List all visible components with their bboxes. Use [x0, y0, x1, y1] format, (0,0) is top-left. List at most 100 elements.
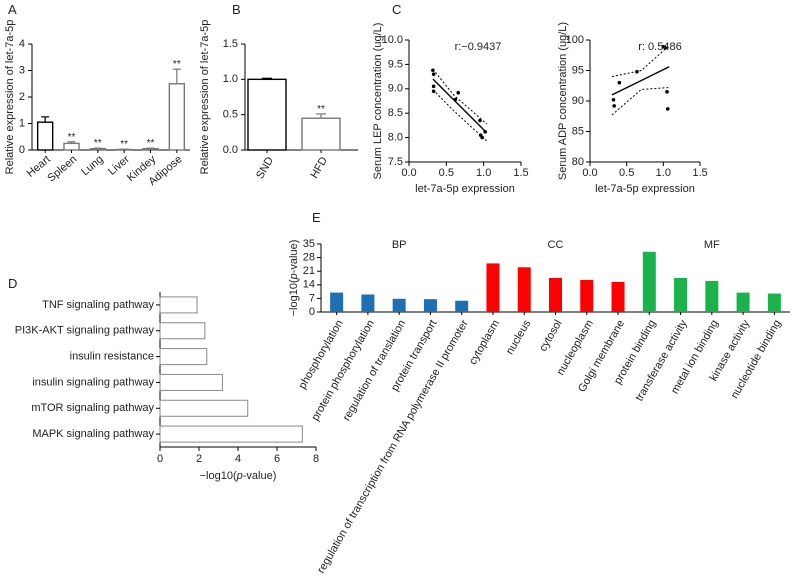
- panel-c-lep-ci-lower-line: [432, 89, 488, 142]
- panel-e-x-tick-label: regulation of transcription from RNA pol…: [315, 318, 471, 576]
- panel-e-bar: [580, 279, 594, 312]
- panel-letter-e: E: [312, 210, 321, 225]
- panel-c-adp-data-point: [612, 104, 616, 108]
- panel-e-y-tick-label: 21: [303, 265, 315, 277]
- panel-c-adp-y-tick-label: 100: [566, 34, 584, 46]
- panel-e-y-label: −log10(p-value): [288, 240, 300, 317]
- panel-a-y-tick-label: 3: [19, 64, 25, 76]
- panel-d-bar: [159, 425, 303, 443]
- panel-b-bar: [301, 117, 341, 151]
- panel-a-y-tick-label: 2: [19, 91, 25, 103]
- panel-e-bar: [705, 280, 719, 312]
- panel-c-lep-x-tick-label: 1.0: [476, 167, 491, 179]
- panel-c-lep-data-point: [478, 118, 482, 123]
- panel-c-adp-ci-upper-line: [611, 45, 670, 78]
- panel-a-bar: [36, 121, 54, 151]
- panel-c-adp-data-point: [665, 90, 669, 94]
- panel-a-y-label: Relative expression of let-7a-5p: [4, 20, 16, 175]
- panel-c-adp-y-tick-label: 90: [572, 95, 584, 107]
- panel-c-lep-data-point: [431, 68, 435, 73]
- panel-e-y-tick-label: 0: [309, 306, 315, 318]
- panel-b-bar: [247, 78, 287, 151]
- panel-d-y-tick-label: PI3K-AKT signaling pathway: [15, 325, 155, 337]
- panel-c-adp-x-tick-label: 1.5: [692, 167, 707, 179]
- panel-e-y-tick-label: 35: [303, 238, 315, 250]
- panel-c-lep-x-tick-label: 0.5: [439, 167, 454, 179]
- panel-c-lep-y-tick-label: 9.0: [388, 83, 403, 95]
- panel-c-lep-data-point: [456, 90, 461, 95]
- panel-c-adp-correlation-label: r: 0.5486: [638, 41, 681, 53]
- panel-d-y-tick-label: MAPK signaling pathway: [32, 428, 154, 440]
- panel-e-bar: [517, 267, 531, 312]
- panel-e-bar: [549, 278, 562, 312]
- panel-c-adp-data-point: [663, 46, 668, 50]
- panel-e-group-label-mf: MF: [704, 239, 720, 251]
- panel-c-adp-y-tick-label: 80: [572, 156, 584, 168]
- panel-letter-c: C: [392, 2, 401, 17]
- panel-b-significance-label: **: [317, 104, 325, 115]
- panel-c-lep-data-point: [431, 72, 436, 76]
- panel-letter-d: D: [8, 276, 17, 291]
- panel-d-x-tick-label: 0: [157, 453, 163, 465]
- panel-a-significance-label: **: [94, 138, 102, 149]
- panel-e-bar: [767, 293, 781, 312]
- panel-e-y-tick-label: 7: [309, 292, 315, 304]
- panel-a-y-tick-label: 0: [19, 144, 25, 156]
- panel-e-bar: [455, 300, 469, 312]
- panel-e-bar: [330, 292, 344, 312]
- panel-d-y-tick-label: mTOR signaling pathway: [31, 402, 154, 414]
- panel-c-adp-data-point: [635, 69, 639, 74]
- panel-c-adp-x-tick-label: 0.5: [619, 167, 634, 179]
- panel-c-lep-data-point: [453, 97, 458, 102]
- panel-d-y-tick-label: insulin resistance: [70, 350, 154, 362]
- panel-c-lep-data-point: [431, 89, 436, 94]
- panel-c-adp-x-tick-label: 1.0: [656, 167, 671, 179]
- panel-e-bar: [736, 292, 750, 312]
- panel-c-adp-ci-lower-line: [611, 87, 670, 116]
- panel-d-x-label: −log10(p-value): [200, 470, 277, 482]
- panel-e-bar: [674, 278, 688, 312]
- panel-c-lep-correlation-label: r:−0.9437: [455, 41, 502, 53]
- panel-a-significance-label: **: [147, 138, 155, 149]
- panel-c-lep-x-tick-label: 0.0: [401, 167, 416, 179]
- panel-b-y-tick-label: 0.5: [223, 109, 238, 121]
- panel-e-group-label-bp: BP: [392, 239, 407, 251]
- panel-c-lep-regression-line: [432, 78, 488, 134]
- panel-c-lep-y-tick-label: 9.5: [388, 58, 403, 70]
- panel-a-bar: [168, 83, 186, 151]
- panel-d-y-tick-label: TNF signaling pathway: [42, 299, 154, 311]
- panel-b-x-tick-label: HFD: [308, 155, 330, 181]
- panel-e-group-label-cc: CC: [548, 239, 564, 251]
- panel-d-x-tick-label: 8: [313, 453, 319, 465]
- panel-e-y-tick-label: 28: [303, 252, 315, 264]
- panel-a-y-tick-label: 1: [19, 117, 25, 129]
- panel-a-x-tick-label: Spleen: [45, 153, 79, 184]
- panel-b-y-tick-label: 1.0: [223, 73, 238, 85]
- panel-c-lep-data-point: [480, 135, 484, 140]
- panel-c-lep-y-tick-label: 8.0: [388, 132, 403, 144]
- panel-e-x-tick-label: cytoplasm: [467, 318, 502, 367]
- panel-b-y-tick-label: 1.5: [223, 38, 238, 50]
- panel-c-adp-data-point: [611, 97, 616, 102]
- panel-a-y-tick-label: 4: [19, 38, 25, 50]
- panel-a-x-tick-label: Lung: [79, 153, 105, 178]
- panel-c-adp-regression-line: [611, 66, 670, 96]
- panel-c-lep-data-point: [431, 84, 436, 89]
- panel-letter-a: A: [8, 2, 17, 17]
- panel-b-x-tick-label: SND: [254, 155, 276, 181]
- panel-c-lep-y-tick-label: 10.0: [382, 34, 403, 46]
- panel-d-x-tick-label: 2: [196, 453, 202, 465]
- panel-e-bar: [423, 299, 437, 312]
- panel-d-bar: [159, 399, 249, 417]
- panel-e-bar: [642, 251, 656, 312]
- panel-c-lep-y-tick-label: 7.5: [388, 156, 403, 168]
- panel-c-lep-y-label: Serum LEP concentration (ug/L): [372, 23, 384, 180]
- panel-c-lep-x-tick-label: 1.5: [513, 167, 528, 179]
- panel-c-lep-ci-upper-line: [432, 68, 488, 125]
- panel-c-lep-y-tick-label: 8.5: [388, 107, 403, 119]
- panel-c-adp-y-label: Serum ADP concentration (ug/L): [557, 22, 569, 180]
- panel-c-lep-data-point: [483, 129, 487, 134]
- panel-d-y-tick-label: insulin signaling pathway: [32, 376, 154, 388]
- panel-a-bar: [63, 142, 80, 151]
